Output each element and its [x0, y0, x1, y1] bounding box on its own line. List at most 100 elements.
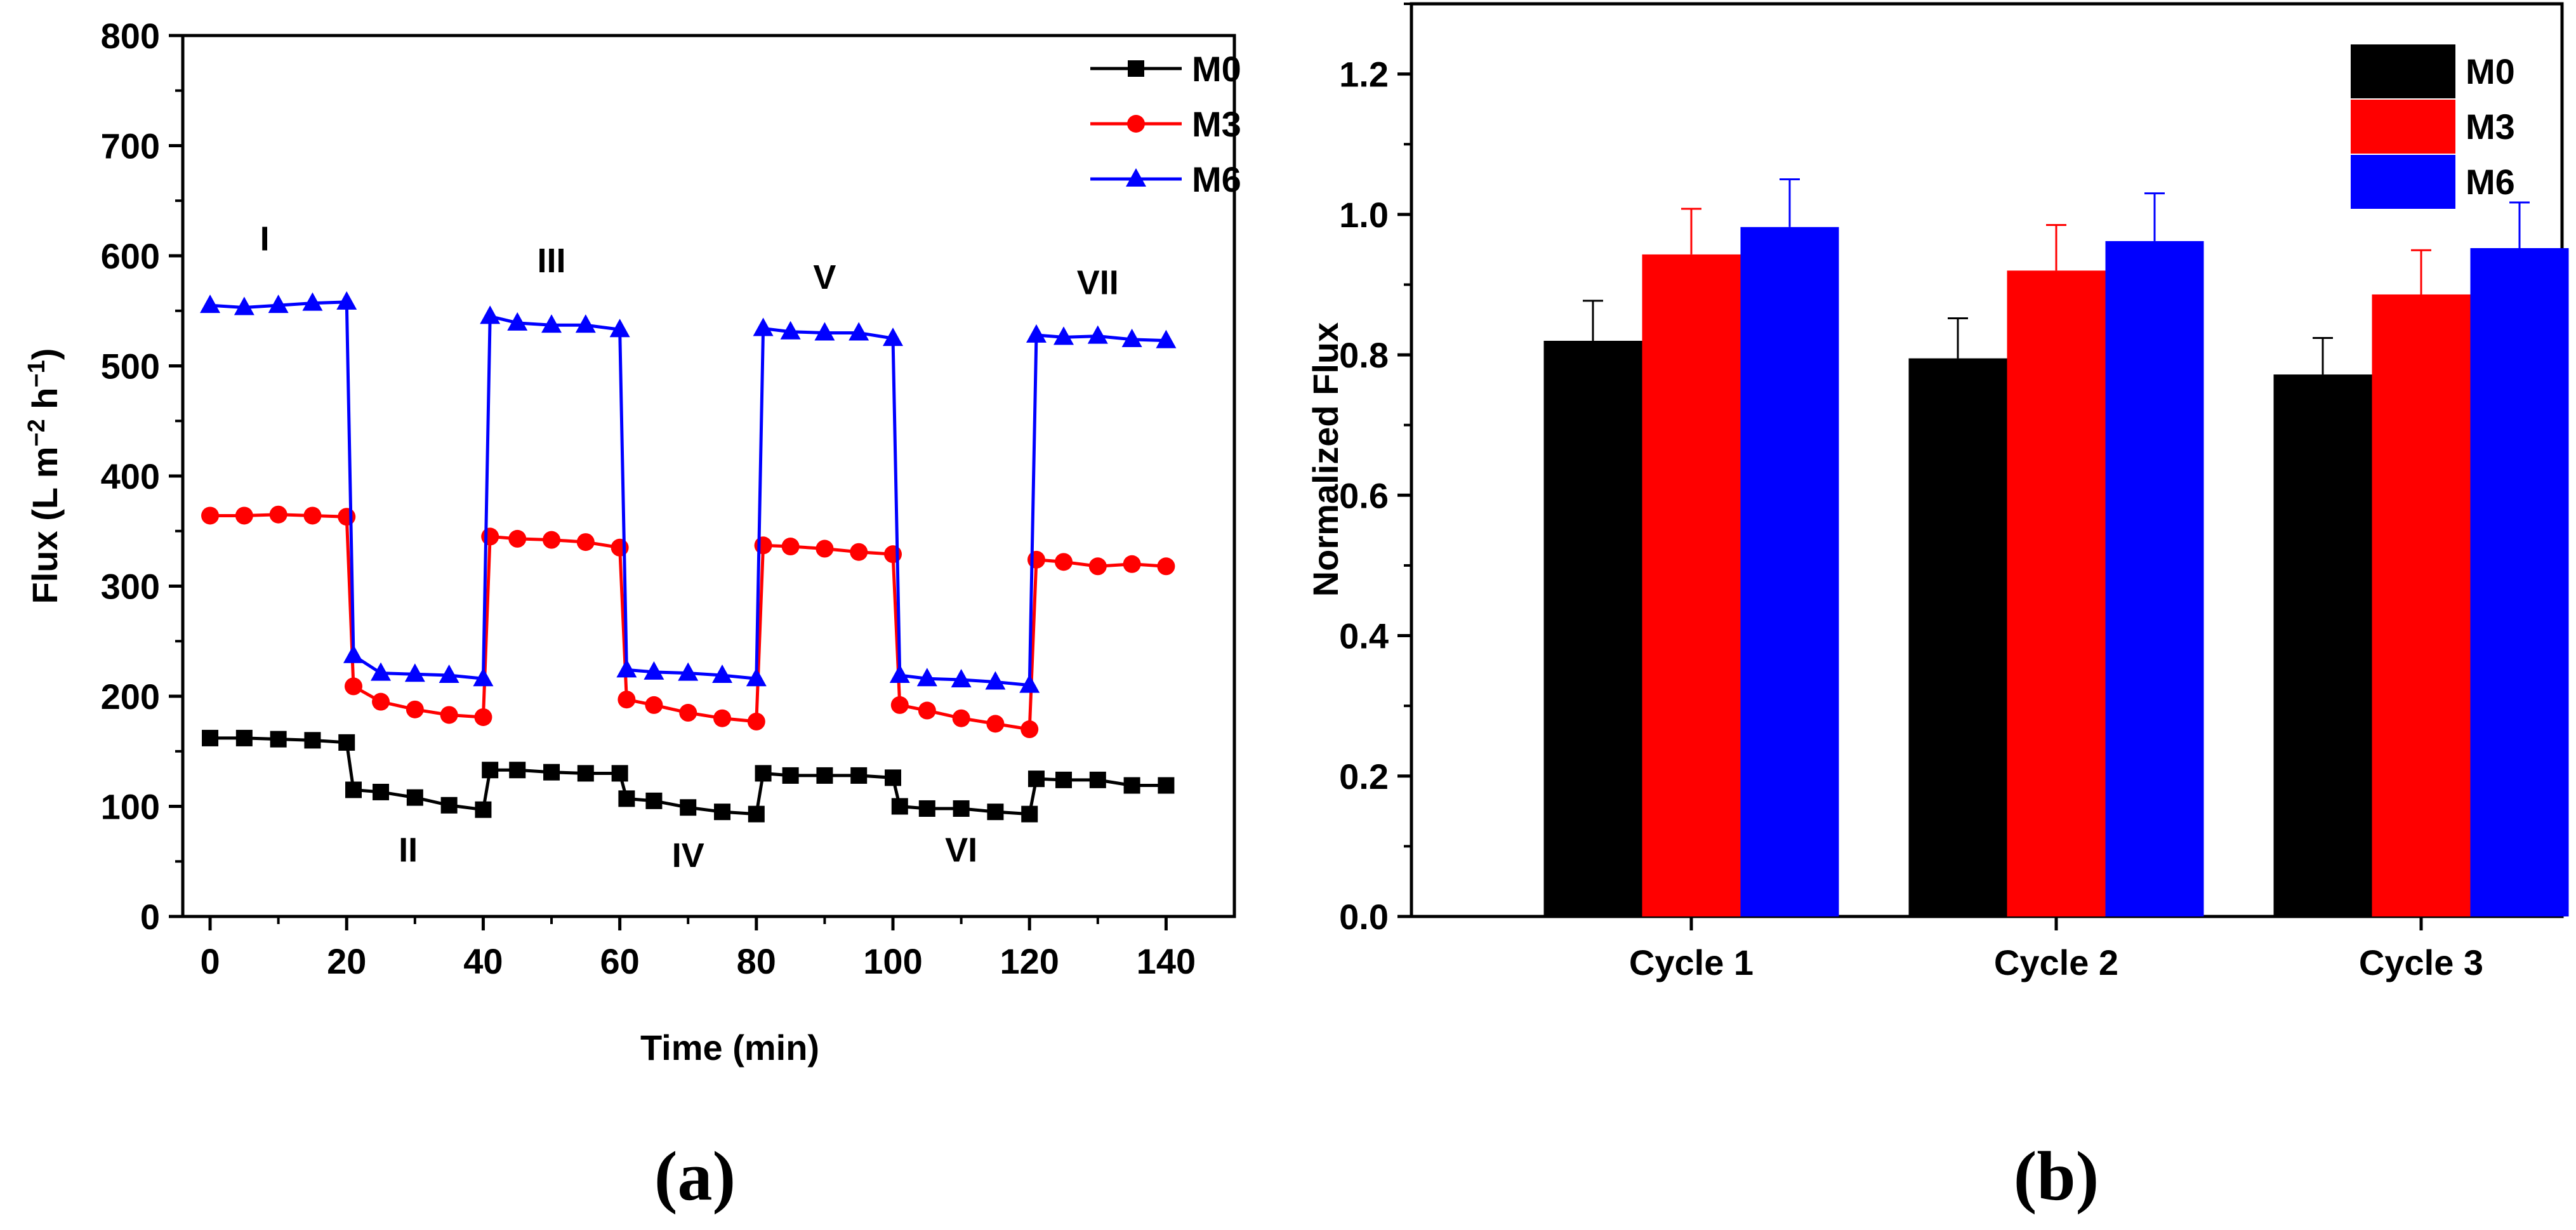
bar-m0 — [2273, 374, 2372, 916]
data-point-m6 — [1026, 324, 1047, 343]
data-point-m6 — [889, 665, 910, 684]
data-point-m3 — [269, 505, 287, 524]
data-point-m0 — [1089, 771, 1106, 788]
panel-b-x-ticks: Cycle 1 Cycle 2 Cycle 3 — [1629, 916, 2483, 982]
data-point-m3 — [1027, 550, 1045, 569]
data-point-m0 — [891, 798, 908, 815]
legend-swatch — [2351, 44, 2455, 98]
data-point-m3 — [1055, 553, 1073, 571]
panel-a-y-tick-label: 500 — [101, 347, 160, 387]
data-point-m6 — [439, 665, 459, 684]
data-point-m3 — [884, 545, 902, 564]
data-point-m6 — [234, 296, 254, 315]
legend-item-m3: M3 — [1090, 104, 1241, 144]
data-point-m0 — [373, 783, 390, 800]
data-point-m3 — [201, 506, 220, 525]
legend-item-m0: M0 — [2351, 44, 2515, 98]
panel-b-y-tick-label: 0.6 — [1339, 475, 1389, 515]
data-point-m3 — [918, 701, 936, 720]
data-point-m0 — [543, 764, 560, 781]
data-point-m0 — [611, 765, 628, 782]
data-point-m6 — [507, 312, 528, 331]
panel-a-x-tick-label: 100 — [863, 941, 922, 981]
data-point-m6 — [753, 317, 774, 336]
data-point-m3 — [952, 709, 970, 727]
data-point-m0 — [918, 800, 935, 817]
data-point-m0 — [482, 762, 499, 779]
stage-label: VII — [1077, 264, 1119, 302]
data-point-m0 — [748, 805, 765, 823]
panel-a-x-axis-title: Time (min) — [640, 1028, 819, 1068]
data-point-m3 — [816, 539, 834, 558]
data-point-m6 — [712, 665, 733, 684]
legend-marker — [1128, 60, 1144, 77]
data-point-m0 — [406, 789, 423, 806]
bar-m0 — [1543, 340, 1642, 916]
panel-b-y-tick-label: 0.0 — [1339, 897, 1389, 937]
data-point-m3 — [576, 533, 595, 552]
data-point-m3 — [303, 506, 322, 525]
data-point-m0 — [345, 781, 362, 798]
panel-a-y-tick-label: 400 — [101, 456, 160, 496]
data-point-m3 — [754, 536, 772, 555]
data-point-m6 — [336, 291, 357, 310]
data-point-m3 — [713, 709, 732, 727]
data-point-m6 — [480, 305, 501, 324]
bar-m6 — [2105, 241, 2204, 916]
panel-a-y-tick-label: 200 — [101, 677, 160, 717]
panel-b-y-ticks: 0.0 0.2 0.4 0.6 0.8 1.0 1.2 — [1339, 3, 1411, 937]
data-point-m3 — [406, 700, 424, 718]
data-point-m3 — [235, 506, 253, 525]
data-point-m6 — [916, 668, 937, 687]
legend-label: M3 — [2466, 107, 2515, 147]
data-point-m0 — [816, 767, 833, 784]
panel-b-label: (b) — [2014, 1137, 2099, 1215]
stage-label: I — [260, 220, 270, 258]
data-point-m3 — [645, 696, 663, 714]
panel-a-x-tick-label: 60 — [600, 941, 639, 981]
series-m3 — [201, 505, 1175, 739]
data-point-m6 — [343, 644, 364, 663]
data-point-m0 — [953, 800, 970, 817]
data-point-m3 — [1088, 557, 1107, 576]
data-point-m6 — [268, 294, 289, 314]
data-point-m3 — [543, 531, 561, 549]
data-point-m3 — [338, 508, 356, 526]
panel-a-y-axis-title: Flux (L m−2 h−1) — [23, 348, 65, 604]
bar-m6 — [1740, 227, 1839, 916]
data-point-m6 — [404, 663, 425, 682]
panel-a-legend: M0 M3 M6 — [1090, 49, 1241, 199]
data-point-m6 — [473, 668, 494, 687]
stage-label: IV — [672, 837, 704, 875]
legend-marker — [1127, 115, 1145, 133]
panel-b-bar-chart: 0.00.20.40.60.81.01.2 Cycle 1 Cycle 2 Cycl… — [1305, 2, 2569, 1215]
panel-a-x-tick-label: 20 — [327, 941, 366, 981]
data-point-m3 — [781, 538, 800, 556]
panel-a-y-tick-label: 700 — [101, 126, 160, 166]
stage-label: V — [813, 258, 836, 296]
bar-m6 — [2470, 248, 2569, 916]
data-point-m0 — [645, 792, 663, 809]
panel-b-bars — [1543, 178, 2569, 916]
data-point-m3 — [679, 704, 697, 722]
panel-a-y-ticks: 0 100 200 300 400 500 600 700 800 — [101, 16, 183, 937]
data-point-m0 — [680, 799, 697, 816]
panel-b-y-tick-label: 1.0 — [1339, 195, 1389, 235]
data-point-m6 — [200, 294, 221, 314]
legend-item-m3: M3 — [2351, 100, 2515, 154]
data-point-m3 — [1123, 555, 1141, 573]
legend-swatch — [2351, 100, 2455, 154]
data-point-m6 — [609, 319, 630, 338]
panel-a-line-chart: 0 100 200 300 400 500 600 700 800 0 20 40 60 80 100 12… — [23, 16, 1241, 1215]
legend-marker — [1126, 168, 1146, 187]
panel-a-series — [200, 291, 1177, 823]
data-point-m6 — [644, 661, 664, 680]
panel-b-x-tick-label: Cycle 3 — [2359, 942, 2483, 982]
panel-a-x-tick-label: 120 — [1000, 941, 1059, 981]
data-point-m6 — [780, 321, 801, 340]
panel-a-x-tick-label: 80 — [737, 941, 776, 981]
bar-group-1 — [1543, 178, 1839, 916]
data-point-m0 — [618, 790, 635, 807]
data-point-m6 — [678, 662, 699, 681]
